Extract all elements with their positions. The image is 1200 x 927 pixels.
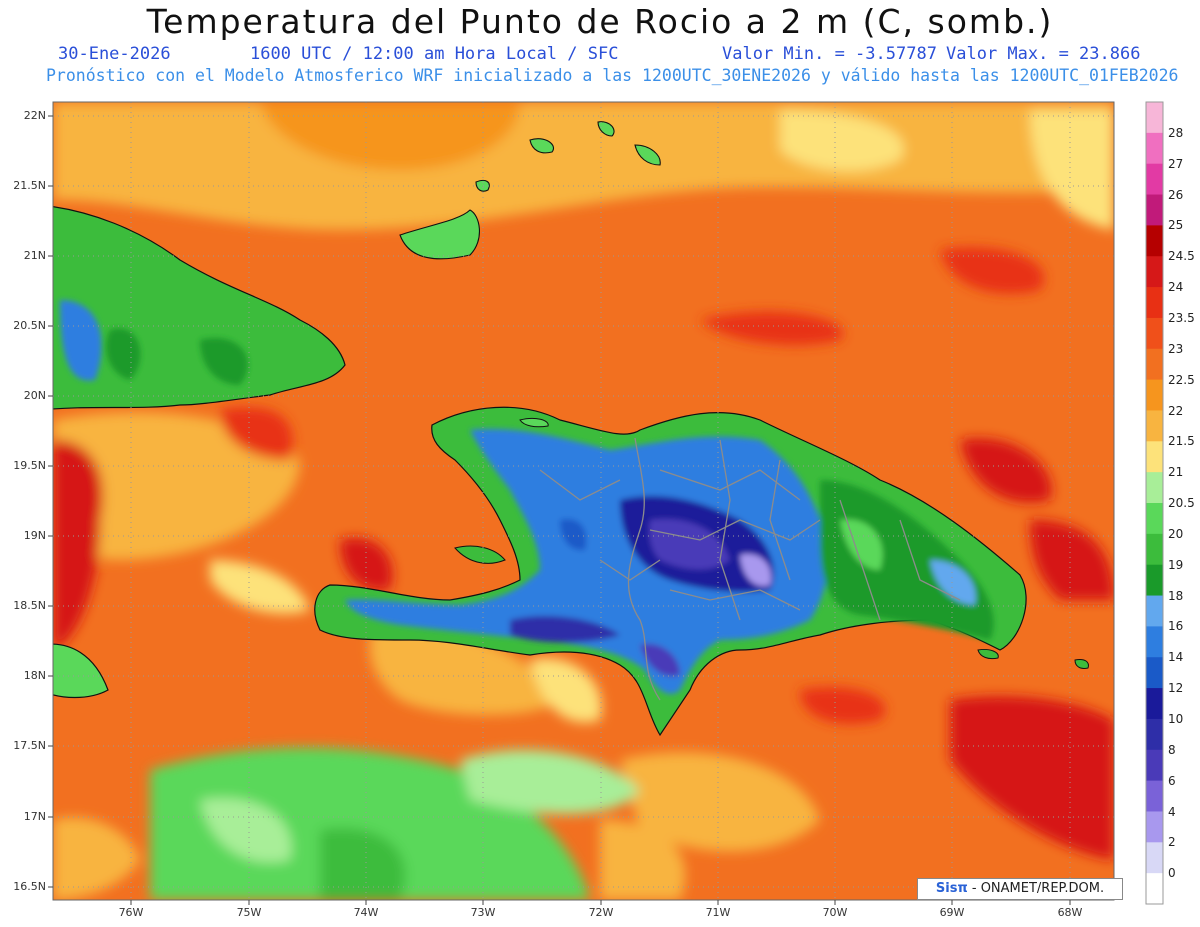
lon-label: 70W: [822, 906, 848, 919]
colorbar-label: 26: [1168, 187, 1184, 202]
colorbar-swatch: [1146, 348, 1163, 381]
colorbar-swatch: [1146, 410, 1163, 442]
colorbar: [1145, 101, 1164, 905]
lat-label: 20.5N: [13, 319, 46, 332]
credit-box: Sisπ - ONAMET/REP.DOM.: [917, 878, 1123, 900]
colorbar-swatch: [1146, 503, 1163, 535]
model-info: Pronóstico con el Modelo Atmosferico WRF…: [46, 66, 1179, 85]
lon-label: 69W: [939, 906, 965, 919]
min-value: Valor Min. = -3.57787: [722, 44, 937, 64]
map-title: Temperatura del Punto de Rocio a 2 m (C,…: [146, 2, 1054, 41]
colorbar-frame: [1145, 101, 1164, 905]
colorbar-swatch: [1146, 873, 1163, 905]
colorbar-swatch: [1146, 811, 1163, 843]
colorbar-label: 20: [1168, 526, 1184, 541]
time-info: 1600 UTC / 12:00 am Hora Local / SFC: [250, 44, 619, 64]
lon-label: 76W: [118, 906, 144, 919]
mona-island: [1074, 659, 1089, 669]
lat-label: 19N: [23, 529, 46, 542]
jamaica-landmass: [53, 643, 109, 699]
map-grid: [53, 102, 1114, 900]
colorbar-label: 4: [1168, 804, 1176, 819]
colorbar-swatch: [1146, 626, 1163, 658]
colorbar-label: 6: [1168, 773, 1176, 788]
colorbar-label: 28: [1168, 125, 1184, 140]
colorbar-label: 21: [1168, 465, 1184, 480]
colorbar-label: 16: [1168, 619, 1184, 634]
colorbar-swatch: [1146, 564, 1163, 597]
lat-label: 22N: [23, 109, 46, 122]
colorbar-swatch: [1146, 287, 1163, 319]
lat-label: 17N: [23, 810, 46, 823]
colorbar-label: 21.5: [1168, 434, 1195, 449]
lon-label: 71W: [705, 906, 731, 919]
colorbar-swatch: [1146, 379, 1163, 411]
max-value: Valor Max. = 23.866: [946, 44, 1141, 64]
colorbar-swatch: [1146, 688, 1163, 720]
bahamas-islands: [399, 121, 661, 260]
colorbar-label: 14: [1168, 650, 1184, 665]
colorbar-swatch: [1146, 256, 1163, 288]
colorbar-label: 8: [1168, 742, 1176, 757]
colorbar-label: 25: [1168, 218, 1184, 233]
hispaniola-landmass: [314, 406, 1027, 737]
colorbar-label: 22.5: [1168, 372, 1195, 387]
colorbar-swatch: [1146, 132, 1163, 165]
colorbar-swatch: [1146, 842, 1163, 874]
colorbar-label: 22: [1168, 403, 1184, 418]
colorbar-swatch: [1146, 533, 1163, 566]
lat-label: 16.5N: [13, 880, 46, 893]
lat-label: 21.5N: [13, 179, 46, 192]
colorbar-label: 2: [1168, 835, 1176, 850]
colorbar-swatch: [1146, 102, 1163, 134]
lat-label: 20N: [23, 389, 46, 402]
lat-label: 21N: [23, 249, 46, 262]
colorbar-label: 23: [1168, 341, 1184, 356]
colorbar-swatch: [1146, 718, 1163, 751]
colorbar-label: 27: [1168, 156, 1184, 171]
lon-label: 74W: [353, 906, 379, 919]
colorbar-label: 12: [1168, 681, 1184, 696]
colorbar-swatch: [1146, 749, 1163, 782]
colorbar-swatch: [1146, 194, 1163, 226]
colorbar-label: 19: [1168, 557, 1184, 572]
map-frame: [52, 101, 1115, 901]
lon-label: 72W: [588, 906, 614, 919]
colorbar-label: 18: [1168, 588, 1184, 603]
cuba-landmass: [53, 206, 346, 410]
lon-label: 75W: [236, 906, 262, 919]
lat-label: 17.5N: [13, 739, 46, 752]
axis-ticks: [48, 115, 1071, 905]
colorbar-label: 24: [1168, 280, 1184, 295]
credit-brand: Sisπ: [935, 881, 968, 896]
colorbar-label: 20.5: [1168, 496, 1195, 510]
lon-label: 73W: [470, 906, 496, 919]
colorbar-swatch: [1146, 317, 1163, 350]
lat-label: 18.5N: [13, 599, 46, 612]
colorbar-swatch: [1146, 595, 1163, 627]
colorbar-label: 10: [1168, 711, 1184, 726]
colorbar-swatch: [1146, 472, 1163, 504]
colorbar-swatch: [1146, 163, 1163, 196]
forecast-date: 30-Ene-2026: [58, 44, 171, 64]
colorbar-swatch: [1146, 657, 1163, 689]
colorbar-swatch: [1146, 225, 1163, 257]
colorbar-label: 0: [1168, 866, 1176, 881]
colorbar-label: 23.5: [1168, 310, 1195, 325]
lat-label: 19.5N: [13, 459, 46, 472]
colorbar-swatch: [1146, 441, 1163, 473]
lat-label: 18N: [23, 669, 46, 682]
colorbar-swatch: [1146, 780, 1163, 812]
map-field: [53, 102, 1114, 900]
lon-label: 68W: [1057, 906, 1083, 919]
colorbar-label: 24.5: [1168, 249, 1195, 264]
credit-org: - ONAMET/REP.DOM.: [971, 881, 1105, 896]
